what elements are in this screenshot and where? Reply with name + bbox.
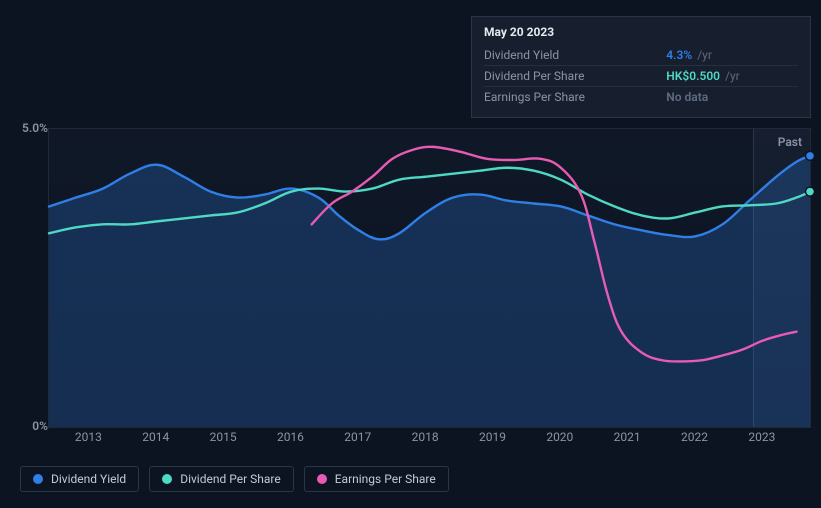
x-tick-label: 2020 xyxy=(546,430,573,444)
y-tick-label: 5.0% xyxy=(22,121,48,135)
legend-swatch xyxy=(33,474,43,484)
x-tick-label: 2014 xyxy=(142,430,169,444)
tooltip-row-value: 4.3% /yr xyxy=(652,45,798,66)
x-tick-label: 2018 xyxy=(412,430,439,444)
legend-item[interactable]: Earnings Per Share xyxy=(304,466,449,492)
x-tick-label: 2019 xyxy=(479,430,506,444)
tooltip-row-value: HK$0.500 /yr xyxy=(652,66,798,87)
legend-item[interactable]: Dividend Yield xyxy=(20,466,139,492)
x-tick-label: 2013 xyxy=(75,430,102,444)
legend-label: Earnings Per Share xyxy=(335,472,436,486)
legend: Dividend Yield Dividend Per Share Earnings… xyxy=(20,466,449,492)
tooltip-date: May 20 2023 xyxy=(484,25,798,43)
x-tick-label: 2017 xyxy=(344,430,371,444)
x-tick-label: 2021 xyxy=(614,430,641,444)
plot-area[interactable]: Past xyxy=(48,128,811,428)
legend-swatch xyxy=(162,474,172,484)
tooltip-row: Earnings Per ShareNo data xyxy=(484,87,798,108)
tooltip-row-label: Earnings Per Share xyxy=(484,87,652,108)
series-end-dot xyxy=(806,187,815,196)
chart-svg xyxy=(49,129,810,427)
x-tick-label: 2015 xyxy=(210,430,237,444)
x-tick-label: 2022 xyxy=(681,430,708,444)
x-axis: 2013 2014 2015 2016 2017 2018 2019 2020 2021 2022… xyxy=(48,430,811,448)
tooltip-row: Dividend Per ShareHK$0.500 /yr xyxy=(484,66,798,87)
legend-label: Dividend Per Share xyxy=(180,472,281,486)
y-tick-label: 0% xyxy=(32,419,48,433)
tooltip-row-label: Dividend Per Share xyxy=(484,66,652,87)
series-fill xyxy=(49,156,810,427)
legend-swatch xyxy=(317,474,327,484)
legend-item[interactable]: Dividend Per Share xyxy=(149,466,294,492)
tooltip-table: Dividend Yield4.3% /yrDividend Per Share… xyxy=(484,45,798,107)
tooltip: May 20 2023 Dividend Yield4.3% /yrDivide… xyxy=(471,16,811,118)
tooltip-row-value: No data xyxy=(652,87,798,108)
tooltip-row-label: Dividend Yield xyxy=(484,45,652,66)
x-tick-label: 2016 xyxy=(277,430,304,444)
x-tick-label: 2023 xyxy=(748,430,775,444)
legend-label: Dividend Yield xyxy=(51,472,126,486)
series-end-dot xyxy=(806,151,815,160)
tooltip-row: Dividend Yield4.3% /yr xyxy=(484,45,798,66)
